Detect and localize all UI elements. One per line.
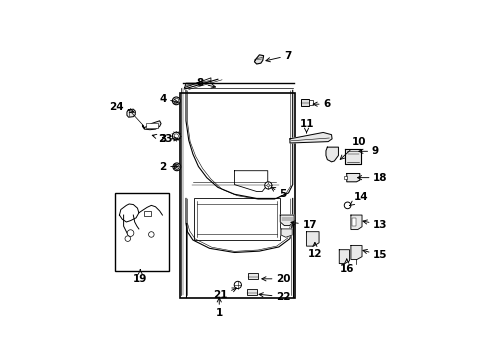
Text: 7: 7 <box>266 51 292 62</box>
Polygon shape <box>143 121 161 130</box>
Text: 17: 17 <box>291 220 317 230</box>
Text: 20: 20 <box>262 274 291 284</box>
Text: 8: 8 <box>197 78 216 89</box>
Circle shape <box>234 281 242 288</box>
Circle shape <box>125 236 130 242</box>
Polygon shape <box>281 229 292 237</box>
Text: 6: 6 <box>313 99 330 109</box>
Bar <box>247 273 258 279</box>
Polygon shape <box>326 147 339 162</box>
Text: 9: 9 <box>359 146 379 156</box>
Circle shape <box>174 164 179 169</box>
Circle shape <box>172 97 180 105</box>
Text: 19: 19 <box>133 270 147 284</box>
Bar <box>301 99 309 105</box>
Circle shape <box>173 163 181 171</box>
Polygon shape <box>339 250 349 264</box>
Polygon shape <box>254 55 264 64</box>
Text: 10: 10 <box>340 136 367 159</box>
Bar <box>146 123 158 128</box>
Bar <box>145 211 151 216</box>
Circle shape <box>267 184 270 187</box>
Text: 12: 12 <box>308 242 322 259</box>
Text: 23: 23 <box>152 134 173 144</box>
Text: 11: 11 <box>299 118 314 133</box>
Circle shape <box>265 182 272 189</box>
Text: 3: 3 <box>159 134 178 144</box>
Bar <box>309 100 313 105</box>
Text: 13: 13 <box>363 220 388 230</box>
Polygon shape <box>345 149 361 164</box>
Bar <box>352 218 356 226</box>
Circle shape <box>172 132 180 140</box>
Polygon shape <box>307 232 319 246</box>
Bar <box>246 289 257 296</box>
Text: 18: 18 <box>358 173 388 183</box>
Text: 15: 15 <box>363 249 388 260</box>
Circle shape <box>148 232 154 237</box>
Bar <box>115 193 170 270</box>
Circle shape <box>344 202 351 209</box>
Circle shape <box>127 230 134 237</box>
Text: 14: 14 <box>350 192 368 206</box>
Polygon shape <box>280 215 294 226</box>
Text: 24: 24 <box>109 102 134 113</box>
Text: 2: 2 <box>159 162 178 172</box>
Polygon shape <box>290 132 332 143</box>
Polygon shape <box>351 215 362 229</box>
Circle shape <box>174 98 179 103</box>
Polygon shape <box>351 246 362 260</box>
Text: 5: 5 <box>271 187 286 199</box>
Bar <box>195 198 280 240</box>
Text: 4: 4 <box>159 94 178 104</box>
Text: 22: 22 <box>259 292 291 302</box>
Text: 1: 1 <box>216 298 223 319</box>
Polygon shape <box>347 174 360 182</box>
Circle shape <box>174 134 178 138</box>
Text: 21: 21 <box>213 288 237 301</box>
Text: 16: 16 <box>340 259 354 274</box>
Polygon shape <box>127 109 135 117</box>
Bar <box>344 176 347 179</box>
Bar <box>180 93 295 298</box>
